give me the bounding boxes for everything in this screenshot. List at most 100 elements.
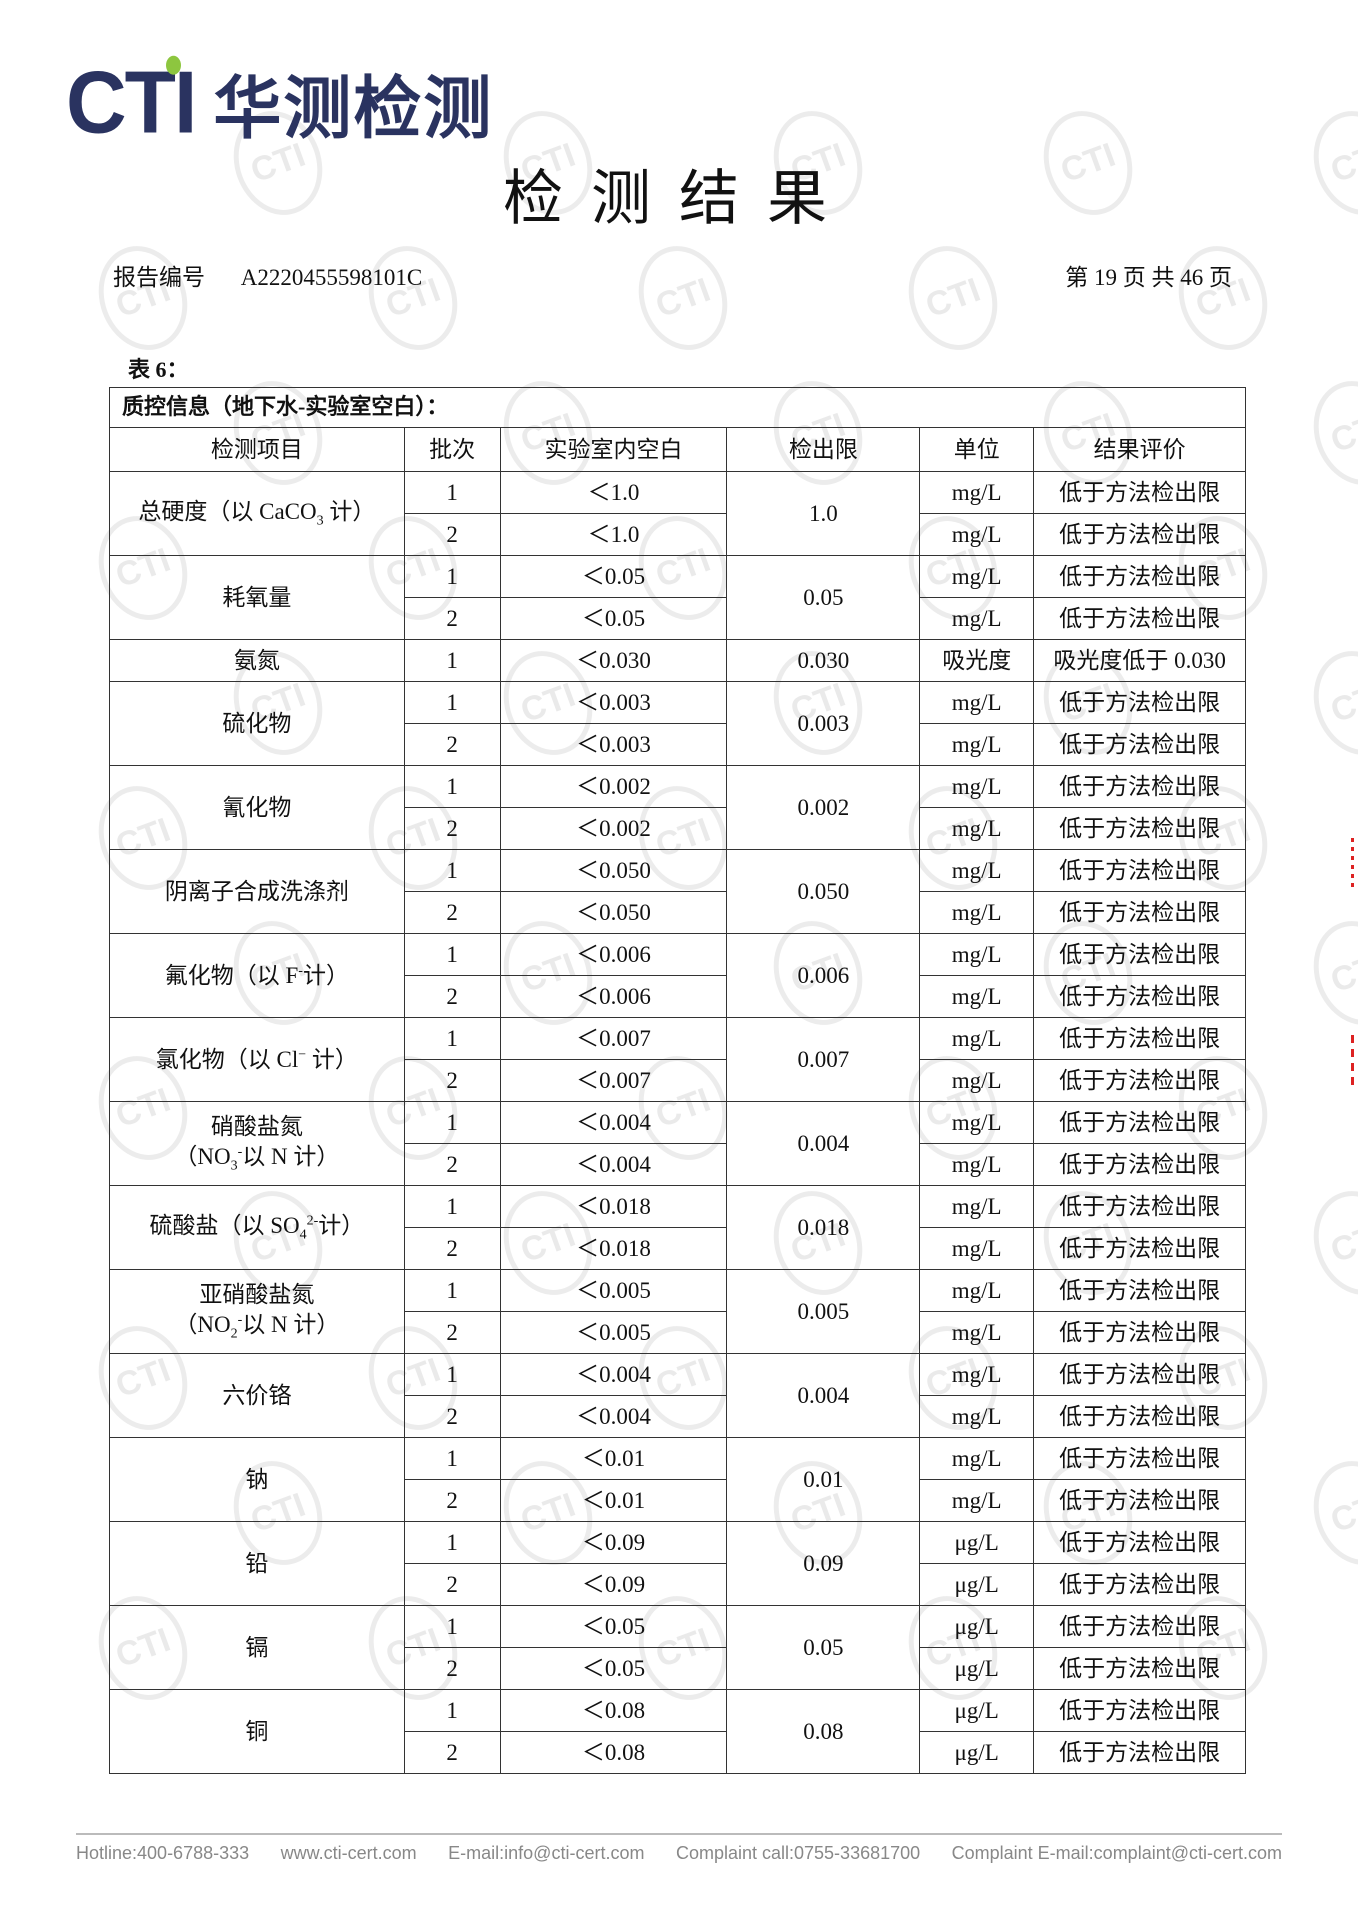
qc-table: 质控信息（地下水-实验室空白）： 检测项目 批次 实验室内空白 检出限 单位 结果评价 总… — [109, 387, 1246, 1774]
table-row: 2 ＜0.05 μg/L 低于方法检出限 — [110, 1647, 1246, 1690]
detection-limit-cell: 0.08 — [726, 1689, 921, 1774]
evaluation-cell: 低于方法检出限 — [1033, 1731, 1246, 1774]
unit-cell: μg/L — [919, 1647, 1035, 1690]
column-header: 实验室内空白 — [499, 427, 728, 472]
blank-value-cell: ＜0.09 — [499, 1563, 728, 1606]
unit-cell: 吸光度 — [919, 639, 1035, 682]
table-row: 2 ＜0.09 μg/L 低于方法检出限 — [110, 1563, 1246, 1606]
test-item-text: - — [237, 1143, 243, 1159]
test-item-cell: 总硬度（以 CaCO3 计） — [109, 471, 405, 556]
test-item-text: 2 — [230, 1326, 238, 1342]
unit-cell: mg/L — [919, 597, 1035, 640]
logo-chinese: 华测检测 — [213, 70, 494, 149]
blank-value-cell: ＜0.002 — [499, 765, 728, 808]
watermark-cti-icon: CTI — [354, 233, 472, 363]
batch-cell: 1 — [403, 1353, 501, 1396]
evaluation-cell: 低于方法检出限 — [1033, 597, 1246, 640]
watermark-cti-icon: CTI — [1299, 908, 1358, 1038]
table-row: 2 ＜0.005 mg/L 低于方法检出限 — [110, 1311, 1246, 1354]
test-item-text: − — [298, 1046, 307, 1062]
batch-cell: 2 — [403, 1143, 501, 1186]
blank-value-cell: ＜0.003 — [499, 681, 728, 724]
unit-cell: mg/L — [919, 1437, 1035, 1480]
test-item-text: 铜 — [245, 1718, 269, 1744]
batch-cell: 2 — [403, 1647, 501, 1690]
detection-limit-cell: 0.09 — [726, 1521, 921, 1606]
test-item-line: （NO2-以 N 计） — [110, 1310, 404, 1344]
column-header: 结果评价 — [1033, 427, 1246, 472]
unit-cell: mg/L — [919, 1185, 1035, 1228]
batch-cell: 1 — [403, 1437, 501, 1480]
test-item-cell: 阴离子合成洗涤剂 — [109, 849, 405, 934]
table-row: 亚硝酸盐氮 （NO2-以 N 计） 1 ＜0.005 0.005 mg/L 低于方法检出限 — [109, 1269, 1246, 1354]
evaluation-cell: 低于方法检出限 — [1033, 849, 1246, 892]
batch-cell: 2 — [403, 1563, 501, 1606]
batch-cell: 2 — [403, 1059, 501, 1102]
evaluation-cell: 低于方法检出限 — [1033, 1647, 1246, 1690]
blank-value-cell: ＜0.05 — [499, 597, 728, 640]
evaluation-cell: 低于方法检出限 — [1033, 1353, 1246, 1396]
test-item-line: 氯化物（以 Cl− 计） — [110, 1045, 404, 1075]
evaluation-cell: 低于方法检出限 — [1033, 1395, 1246, 1438]
batch-cell: 2 — [403, 975, 501, 1018]
table-row: 2 ＜0.003 mg/L 低于方法检出限 — [110, 723, 1246, 766]
test-item-text: 3 — [316, 513, 324, 529]
batch-cell: 1 — [403, 1269, 501, 1312]
test-item-text: 六价铬 — [222, 1382, 292, 1408]
test-item-line: 钠 — [110, 1465, 404, 1495]
test-item-cell: 铜 — [109, 1689, 405, 1774]
blank-value-cell: ＜0.004 — [499, 1395, 728, 1438]
unit-cell: mg/L — [919, 1059, 1035, 1102]
evaluation-cell: 低于方法检出限 — [1033, 807, 1246, 850]
test-item-text: 以 N 计） — [242, 1143, 340, 1169]
batch-cell: 2 — [403, 1395, 501, 1438]
test-item-cell: 铅 — [109, 1521, 405, 1606]
detection-limit-cell: 0.007 — [726, 1017, 921, 1102]
table-row: 铜 1 ＜0.08 0.08 μg/L 低于方法检出限 — [109, 1689, 1246, 1774]
blank-value-cell: ＜0.006 — [499, 933, 728, 976]
logo-dot — [166, 55, 181, 75]
table-row: 硫酸盐（以 SO42-计） 1 ＜0.018 0.018 mg/L 低于方法检出限 — [109, 1185, 1246, 1270]
test-item-cell: 硫化物 — [109, 681, 405, 766]
unit-cell: mg/L — [919, 1353, 1035, 1396]
test-item-text: - — [298, 962, 303, 978]
test-item-line: 铜 — [110, 1717, 404, 1747]
evaluation-cell: 低于方法检出限 — [1033, 891, 1246, 934]
batch-cell: 2 — [403, 891, 501, 934]
table-row: 总硬度（以 CaCO3 计） 1 ＜1.0 1.0 mg/L 低于方法检出限 — [109, 471, 1246, 556]
test-item-text: 硫酸盐（以 SO — [149, 1212, 300, 1238]
unit-cell: mg/L — [919, 1143, 1035, 1186]
test-item-line: 阴离子合成洗涤剂 — [110, 877, 404, 907]
unit-cell: μg/L — [919, 1731, 1035, 1774]
table-row: 2 ＜0.004 mg/L 低于方法检出限 — [110, 1143, 1246, 1186]
blank-value-cell: ＜0.004 — [499, 1101, 728, 1144]
unit-cell: mg/L — [919, 849, 1035, 892]
unit-cell: mg/L — [919, 513, 1035, 556]
test-item-text: 氨氮 — [233, 647, 280, 673]
evaluation-cell: 低于方法检出限 — [1033, 1563, 1246, 1606]
unit-cell: mg/L — [919, 723, 1035, 766]
evaluation-cell: 低于方法检出限 — [1033, 1143, 1246, 1186]
test-item-line: 氟化物（以 F-计） — [110, 961, 404, 991]
unit-cell: mg/L — [919, 891, 1035, 934]
watermark-cti-icon: CTI — [624, 233, 742, 363]
test-item-cell: 钠 — [109, 1437, 405, 1522]
watermark-cti-icon: CTI — [1299, 368, 1358, 498]
watermark-cti-icon: CTI — [894, 233, 1012, 363]
test-item-text: 2- — [306, 1212, 319, 1228]
footer-website: www.cti-cert.com — [280, 1843, 417, 1863]
test-item-line: 亚硝酸盐氮 — [110, 1280, 404, 1310]
blank-value-cell: ＜0.002 — [499, 807, 728, 850]
company-logo: CTI 华测检测 — [66, 52, 494, 149]
blank-value-cell: ＜0.01 — [499, 1479, 728, 1522]
evaluation-cell: 低于方法检出限 — [1033, 1479, 1246, 1522]
test-item-text: 氰化物 — [222, 794, 292, 820]
evaluation-cell: 低于方法检出限 — [1033, 765, 1246, 808]
test-item-text: 耗氧量 — [222, 584, 292, 610]
test-item-cell: 六价铬 — [109, 1353, 405, 1438]
evaluation-cell: 低于方法检出限 — [1033, 1269, 1246, 1312]
watermark-cti-icon: CTI — [1299, 638, 1358, 768]
batch-cell: 1 — [403, 1101, 501, 1144]
test-item-text: 硝酸盐氮 — [210, 1113, 303, 1139]
blank-value-cell: ＜0.050 — [499, 849, 728, 892]
